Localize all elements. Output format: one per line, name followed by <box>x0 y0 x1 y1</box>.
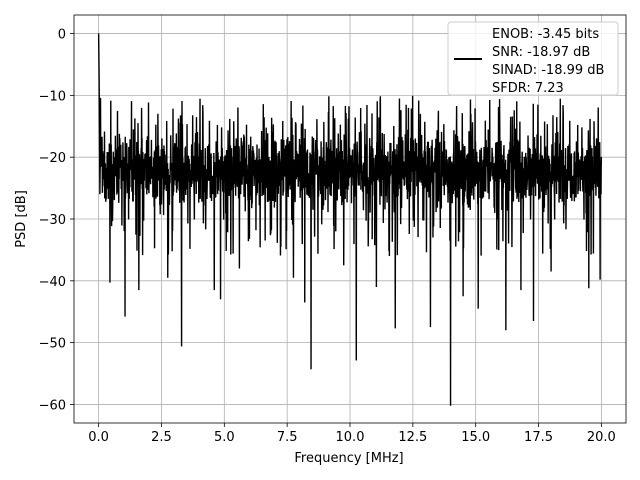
x-tick-label: 17.5 <box>524 430 553 445</box>
y-tick-label: −60 <box>39 398 66 413</box>
plot-frame <box>73 14 627 424</box>
legend-entry-line: SNR: -18.97 dB <box>492 45 590 60</box>
legend: ENOB: -3.45 bits SNR: -18.97 dB SINAD: -18… <box>447 21 619 96</box>
x-tick-label: 2.5 <box>151 430 172 445</box>
y-tick-label: −50 <box>39 337 66 352</box>
legend-entry-line: ENOB: -3.45 bits <box>492 27 599 42</box>
x-tick-label: 20.0 <box>587 430 616 445</box>
y-tick-label: −10 <box>39 89 66 104</box>
axes: 0.0 2.5 5.0 7.5 10.0 12.5 15.0 17.5 20.0 0 −10 −20 −… <box>39 14 627 445</box>
x-tick-label: 12.5 <box>398 430 427 445</box>
x-tick-label: 10.0 <box>336 430 365 445</box>
legend-box <box>447 21 619 96</box>
psd-trace <box>97 33 603 406</box>
y-tick-label: 0 <box>58 28 66 43</box>
y-axis-label: PSD [dB] <box>14 190 29 248</box>
y-tick-label: −20 <box>39 151 66 166</box>
y-tick-label: −40 <box>39 275 66 290</box>
legend-entry-line: SINAD: -18.99 dB <box>492 63 604 78</box>
x-tick-label: 5.0 <box>214 430 235 445</box>
x-tick-label: 0.0 <box>88 430 109 445</box>
x-tick-label: 7.5 <box>277 430 298 445</box>
x-axis-label: Frequency [MHz] <box>294 451 403 466</box>
plot-area <box>97 33 603 406</box>
y-tick-label: −30 <box>39 213 66 228</box>
legend-entry-line: SFDR: 7.23 <box>492 81 564 96</box>
x-tick-label: 15.0 <box>461 430 490 445</box>
